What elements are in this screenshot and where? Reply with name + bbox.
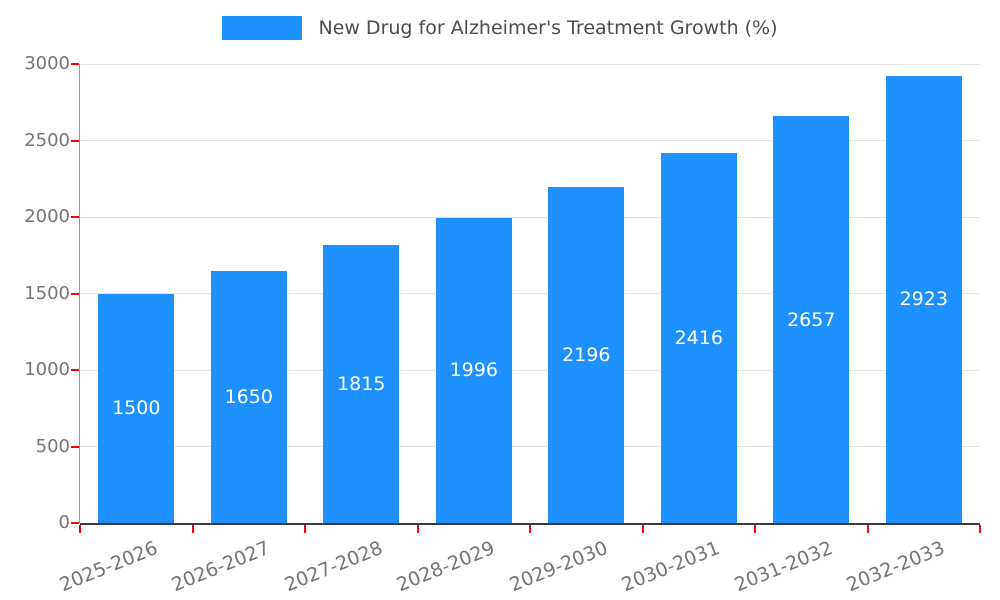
x-axis-tick-label: 2029-2030 (506, 537, 611, 597)
x-axis-tick-label: 2027-2028 (281, 537, 386, 597)
y-axis-tick-mark (71, 292, 79, 295)
x-axis-tick-mark (191, 525, 194, 533)
y-axis-line (79, 64, 80, 523)
x-axis-tick-mark (979, 525, 981, 533)
gridline (80, 293, 980, 294)
bar (98, 293, 175, 523)
x-axis-tick-mark (754, 525, 756, 533)
y-axis-tick-mark (71, 369, 79, 371)
bar-value-label: 2196 (562, 344, 611, 366)
bar-value-label: 2923 (899, 288, 948, 311)
y-axis-tick-mark (71, 63, 79, 65)
bar (548, 187, 625, 523)
gridline (80, 446, 980, 447)
x-axis-tick-label: 2026-2027 (168, 537, 273, 597)
bar (323, 245, 400, 523)
bar (660, 153, 737, 523)
y-axis-tick-label: 1500 (24, 282, 70, 304)
y-axis-tick-label: 2000 (24, 206, 70, 227)
x-axis-tick-mark (79, 525, 81, 533)
x-axis-line (80, 523, 980, 525)
bar (210, 270, 287, 523)
legend-label: New Drug for Alzheimer's Treatment Growt… (318, 17, 778, 39)
x-axis-tick-label: 2028-2029 (393, 537, 498, 597)
gridline (80, 216, 980, 218)
x-axis-tick-label: 2032-2033 (843, 537, 948, 597)
y-axis-tick-mark (71, 216, 79, 218)
x-axis-tick-label: 2025-2026 (56, 537, 161, 597)
y-axis-tick-mark (71, 445, 79, 448)
y-axis-tick-label: 2500 (24, 129, 70, 151)
bar-value-label: 1500 (112, 397, 161, 420)
y-axis-tick-label: 500 (35, 435, 70, 457)
bar (773, 116, 850, 523)
x-axis-tick-label: 2031-2032 (731, 537, 836, 597)
bar (435, 217, 512, 523)
legend-swatch-icon (222, 16, 303, 40)
bar-value-label: 2416 (674, 327, 723, 350)
y-axis-tick-mark (71, 522, 79, 524)
x-axis-tick-mark (304, 525, 306, 533)
x-axis-tick-mark (416, 525, 419, 533)
y-axis-tick-label: 1000 (24, 359, 70, 380)
gridline (80, 140, 980, 141)
bar-value-label: 1650 (224, 385, 273, 408)
y-axis-tick-mark (71, 139, 79, 142)
y-axis-tick-label: 3000 (24, 53, 70, 74)
x-axis-tick-mark (866, 525, 869, 533)
bar-value-label: 1815 (337, 373, 386, 396)
gridline (80, 63, 980, 65)
x-axis-tick-mark (641, 525, 644, 533)
bar (885, 75, 962, 523)
bar-value-label: 2657 (787, 308, 836, 331)
bar-value-label: 1996 (449, 359, 498, 382)
legend[interactable]: New Drug for Alzheimer's Treatment Growt… (0, 16, 1000, 40)
x-axis-tick-mark (529, 525, 531, 533)
x-axis-tick-label: 2030-2031 (618, 537, 723, 597)
gridline (80, 369, 980, 371)
y-axis-tick-label: 0 (58, 512, 70, 533)
